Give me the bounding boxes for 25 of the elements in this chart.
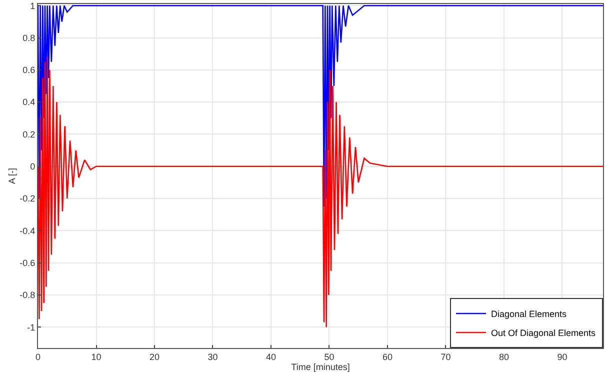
x-tick-label: 50 (324, 352, 334, 362)
x-tick-label: 70 (440, 352, 451, 362)
x-tick-label: 60 (382, 352, 392, 362)
y-tick-label: 0.4 (22, 97, 36, 108)
x-tick-label: 10 (91, 352, 102, 362)
y-tick-label: -0.8 (20, 290, 36, 300)
x-tick-label: 90 (557, 352, 568, 362)
y-tick-label: 0.2 (22, 129, 36, 140)
y-tick-label: 0 (30, 162, 36, 172)
x-tick-label: 40 (266, 352, 276, 362)
y-tick-label: -0.6 (20, 258, 36, 268)
x-axis-title: Time [minutes] (291, 362, 350, 372)
y-tick-label: 0.6 (22, 65, 36, 76)
y-tick-label: -1 (27, 322, 36, 332)
x-tick-label: 30 (208, 352, 218, 362)
y-axis-title: A [-] (7, 168, 18, 184)
y-tick-label: -0.4 (20, 226, 36, 236)
y-tick-label: 0.8 (22, 32, 36, 43)
y-tick-label: 1 (30, 0, 36, 11)
y-tick-label: -0.2 (20, 194, 36, 204)
x-tick-label: 80 (498, 352, 509, 362)
legend-label: Out Of Diagonal Elements (491, 328, 596, 338)
legend-label: Diagonal Elements (491, 309, 568, 320)
line-series (38, 56, 603, 328)
x-tick-label: 20 (149, 352, 160, 362)
